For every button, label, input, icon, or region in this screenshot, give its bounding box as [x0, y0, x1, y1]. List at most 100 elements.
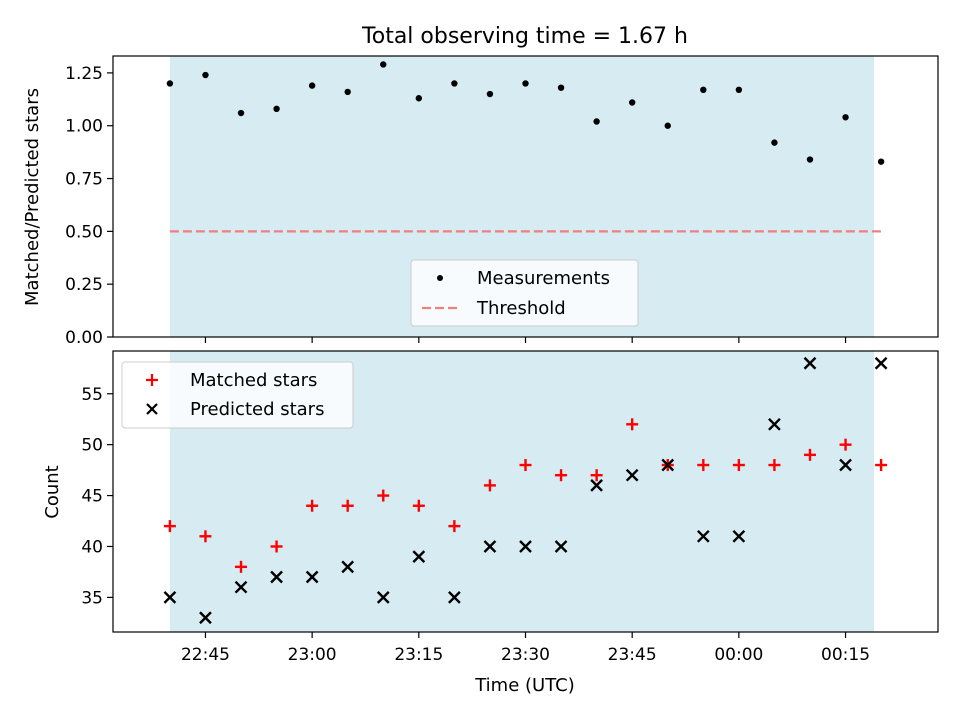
predicted-star-point — [590, 479, 603, 492]
matched-star-point — [590, 469, 603, 482]
measurement-point — [273, 105, 280, 113]
predicted-star-point — [341, 560, 355, 574]
measurement-point — [700, 86, 707, 94]
legend-label-matched: Matched stars — [190, 370, 317, 391]
matched-star-point — [341, 499, 354, 512]
measurement-point — [522, 80, 529, 87]
matched-star-point — [875, 459, 888, 472]
x-axis-label: Time (UTC) — [474, 675, 575, 696]
matched-star-point — [235, 560, 248, 573]
predicted-star-point — [874, 356, 888, 370]
predicted-star-point — [270, 570, 283, 584]
predicted-star-point — [803, 356, 817, 370]
predicted-star-point — [661, 458, 675, 472]
y-tick-label: 40 — [81, 537, 103, 557]
y-axis-label: Count — [42, 465, 63, 518]
measurement-point — [664, 122, 671, 129]
measurement-point — [486, 90, 494, 98]
measurement-point — [735, 86, 743, 94]
measurement-points — [166, 61, 885, 165]
matched-star-point — [412, 499, 425, 512]
predicted-star-point — [163, 591, 177, 604]
predicted-star-point — [696, 529, 710, 543]
y-axis-ticks: 0.00 0.25 0.50 0.75 1.00 1.25 — [65, 64, 113, 348]
measurement-point — [166, 80, 174, 87]
measurement-point — [806, 156, 814, 163]
measurement-point — [237, 109, 245, 117]
matched-star-point — [306, 499, 319, 512]
matched-star-point — [483, 479, 496, 492]
predicted-star-point — [234, 580, 248, 594]
measurement-point — [380, 61, 387, 68]
predicted-star-point — [448, 591, 461, 604]
y-tick-label: 35 — [81, 588, 103, 608]
measurement-point — [771, 139, 778, 146]
x-tick-label: 00:15 — [821, 645, 870, 665]
predicted-star-point — [554, 540, 568, 553]
x-tick-label: 23:30 — [501, 645, 550, 665]
legend-marker-matched — [146, 374, 158, 386]
legend: Matched stars Predicted stars — [121, 361, 354, 429]
measurement-point — [557, 84, 565, 91]
matched-star-point — [163, 520, 176, 533]
matched-star-point — [448, 520, 461, 533]
chart-title: Total observing time = 1.67 h — [361, 24, 688, 49]
matched-star-point — [199, 530, 212, 543]
legend: Measurements Threshold — [410, 259, 639, 327]
measurement-point — [593, 118, 600, 125]
ratio-panel: Total observing time = 1.67 h 0.000.250.… — [22, 24, 939, 348]
predicted-star-point — [376, 591, 390, 604]
predicted-star-point — [483, 540, 497, 553]
y-tick-label: 0.00 — [65, 328, 103, 348]
x-axis-ticks: 22:45 23:00 23:15 23:30 23:45 00:00 00:15 — [181, 632, 870, 665]
y-tick-label: 0.50 — [65, 222, 103, 242]
matched-star-point — [377, 489, 390, 502]
matched-star-point — [697, 459, 710, 472]
x-tick-label: 23:00 — [288, 645, 337, 665]
predicted-star-point — [412, 550, 426, 564]
matched-star-point — [270, 540, 283, 553]
matched-star-point — [519, 459, 532, 472]
y-tick-label: 0.75 — [65, 170, 103, 190]
y-tick-label: 1.00 — [65, 117, 103, 137]
matched-star-point — [626, 418, 639, 431]
y-tick-label: 1.25 — [65, 64, 103, 84]
measurement-point — [344, 88, 351, 96]
predicted-star-point — [839, 458, 852, 472]
measurement-point — [202, 71, 209, 79]
measurement-point — [415, 95, 423, 102]
matched-star-point — [555, 469, 568, 482]
x-tick-label: 00:00 — [714, 645, 763, 665]
predicted-star-point — [305, 570, 319, 584]
y-axis-ticks: 35 40 45 50 55 — [81, 385, 113, 608]
count-panel: 35 40 45 50 55 22:45 23:00 23:15 23:30 23:45 00:0… — [42, 350, 939, 696]
y-tick-label: 45 — [81, 487, 103, 507]
matched-star-point — [768, 459, 781, 472]
predicted-star-point — [732, 529, 746, 543]
measurement-point — [308, 82, 316, 89]
y-tick-label: 0.25 — [65, 275, 103, 295]
legend-label-threshold: Threshold — [476, 298, 566, 319]
y-tick-label: 55 — [81, 385, 103, 405]
predicted-star-point — [625, 468, 639, 482]
predicted-star-point — [199, 611, 212, 625]
matched-stars-points — [163, 418, 888, 573]
plot-frame — [112, 350, 939, 633]
x-tick-label: 23:15 — [394, 645, 443, 665]
plot-frame — [112, 55, 939, 338]
predicted-star-point — [519, 540, 532, 553]
matched-star-point — [839, 438, 852, 451]
predicted-star-point — [768, 417, 781, 431]
legend-marker-measurements — [437, 275, 443, 281]
measurement-point — [451, 80, 458, 87]
legend-marker-predicted — [146, 403, 158, 415]
y-axis-label: Matched/Predicted stars — [22, 88, 43, 306]
matched-star-point — [803, 448, 816, 461]
legend-label-predicted: Predicted stars — [190, 399, 324, 420]
x-tick-label: 22:45 — [181, 645, 230, 665]
y-tick-label: 50 — [81, 436, 103, 456]
x-tick-label: 23:45 — [608, 645, 657, 665]
measurement-point — [628, 99, 636, 106]
measurement-point — [842, 114, 849, 121]
